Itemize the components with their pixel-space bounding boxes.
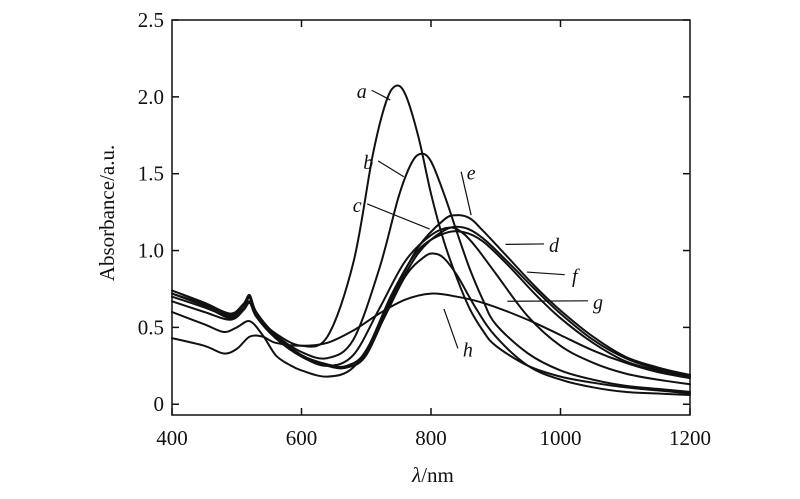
leader-a bbox=[371, 89, 391, 101]
curve-label-d: d bbox=[549, 235, 560, 257]
curve-label-f: f bbox=[572, 266, 580, 288]
y-axis: 0 0.5 1.0 1.5 2.0 2.5 bbox=[138, 8, 690, 416]
leader-e bbox=[460, 171, 472, 216]
leader-h bbox=[443, 308, 459, 349]
y-axis-title: Absorbance/a.u. bbox=[95, 145, 119, 281]
x-axis: 400 600 800 1000 1200 bbox=[156, 20, 711, 450]
curve-c bbox=[171, 226, 691, 386]
x-tick-label: 1200 bbox=[669, 426, 711, 450]
curve-label-h: h bbox=[463, 339, 473, 361]
y-tick-label: 0.5 bbox=[138, 315, 164, 339]
curve-label-a: a bbox=[357, 81, 367, 103]
y-tick-label: 2.5 bbox=[138, 8, 164, 32]
leader-b bbox=[377, 160, 405, 178]
x-tick-label: 800 bbox=[415, 426, 447, 450]
x-axis-title: λ/nm bbox=[411, 463, 454, 487]
curve-labels: a bc d e fg h bbox=[353, 81, 603, 361]
x-tick-label: 1000 bbox=[540, 426, 582, 450]
leader-f bbox=[526, 271, 565, 276]
x-axis-symbol: λ bbox=[411, 463, 421, 487]
curve-label-leaders bbox=[366, 89, 589, 349]
x-axis-unit: /nm bbox=[421, 463, 454, 487]
leader-c bbox=[366, 203, 430, 230]
curve-label-c: c bbox=[353, 195, 362, 217]
curve-label-b: b bbox=[363, 152, 373, 174]
curve-g bbox=[171, 292, 691, 380]
curve-h bbox=[171, 252, 691, 396]
curve-label-e: e bbox=[467, 163, 476, 185]
y-tick-label: 0 bbox=[154, 392, 165, 416]
x-tick-label: 400 bbox=[156, 426, 188, 450]
curve-label-g: g bbox=[593, 292, 603, 314]
y-tick-label: 1.0 bbox=[138, 239, 164, 263]
curve-e bbox=[171, 214, 691, 376]
x-tick-label: 600 bbox=[286, 426, 318, 450]
y-tick-label: 1.5 bbox=[138, 162, 164, 186]
y-tick-label: 2.0 bbox=[138, 85, 164, 109]
curve-b bbox=[171, 152, 691, 393]
spectra-curves bbox=[171, 84, 691, 396]
